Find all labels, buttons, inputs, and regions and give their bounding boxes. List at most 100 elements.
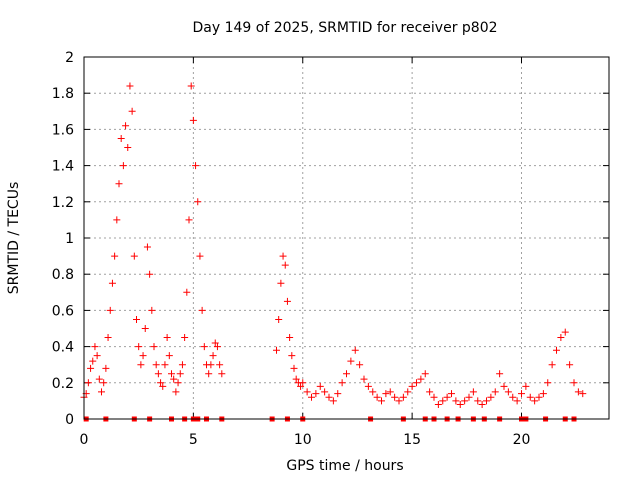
data-point	[111, 252, 119, 260]
y-axis-label: SRMTID / TECUs	[6, 182, 22, 295]
x-tick-label: 0	[80, 432, 89, 448]
data-point	[213, 343, 221, 351]
data-point	[168, 370, 175, 378]
data-point	[122, 122, 130, 130]
data-point	[141, 325, 149, 332]
data-point	[119, 162, 127, 170]
data-point	[152, 361, 160, 369]
data-point	[395, 397, 403, 405]
data-point	[570, 379, 578, 387]
data-point	[316, 382, 324, 390]
data-point	[553, 346, 560, 354]
data-point	[439, 397, 447, 405]
data-point	[209, 352, 217, 360]
y-tick-label: 1.8	[52, 86, 74, 102]
data-point	[133, 315, 140, 323]
data-point	[382, 390, 390, 398]
data-point	[283, 297, 291, 305]
y-tick-label: 1.6	[52, 122, 74, 138]
data-point	[106, 306, 114, 314]
data-point	[356, 361, 364, 369]
data-point	[408, 382, 416, 390]
data-point	[297, 382, 305, 390]
data-point	[130, 252, 138, 260]
data-point	[526, 393, 534, 401]
data-point	[513, 397, 521, 405]
data-point	[163, 334, 171, 342]
axis-ticks: 00.20.40.60.811.21.41.61.820 5 10 15 20	[52, 50, 609, 448]
y-tick-label: 1.4	[52, 159, 74, 175]
data-point	[279, 252, 287, 260]
data-point	[378, 397, 385, 405]
data-point	[84, 379, 92, 387]
data-point	[200, 343, 208, 351]
data-point	[87, 364, 95, 372]
data-point	[218, 370, 226, 378]
data-point	[117, 134, 125, 142]
data-point	[434, 401, 442, 409]
data-point	[500, 382, 508, 390]
data-point	[189, 116, 197, 124]
data-point	[211, 339, 219, 347]
data-point	[165, 352, 173, 360]
data-point	[539, 390, 547, 398]
data-point	[343, 370, 350, 378]
data-point	[456, 401, 464, 409]
data-point	[273, 346, 280, 354]
data-point	[509, 393, 517, 401]
x-tick-label: 5	[189, 432, 198, 448]
data-point	[100, 379, 108, 387]
data-point	[373, 393, 381, 401]
data-point	[157, 379, 165, 387]
data-point	[139, 352, 147, 360]
data-point	[474, 397, 482, 405]
data-point	[290, 364, 298, 372]
y-tick-label: 1.2	[52, 195, 74, 211]
data-point	[448, 390, 455, 398]
data-point	[102, 364, 110, 372]
data-point	[146, 270, 154, 278]
data-point	[126, 82, 134, 90]
data-point	[275, 315, 283, 323]
data-point	[187, 82, 195, 90]
data-point	[561, 328, 569, 336]
data-point	[325, 393, 333, 401]
data-point	[89, 357, 97, 365]
data-point	[417, 375, 425, 383]
y-tick-label: 0.4	[52, 340, 74, 356]
data-point	[181, 334, 189, 342]
data-point	[329, 397, 337, 405]
data-point	[334, 390, 342, 398]
data-point	[518, 390, 525, 398]
data-point	[216, 361, 224, 369]
data-point	[128, 107, 136, 115]
data-point	[93, 352, 101, 360]
grid	[84, 57, 609, 419]
data-point	[288, 352, 296, 360]
y-tick-label: 0	[65, 412, 74, 428]
data-point	[143, 243, 151, 251]
x-tick-label: 10	[294, 432, 312, 448]
data-point	[391, 393, 399, 401]
data-point	[148, 306, 156, 314]
data-point	[364, 382, 372, 390]
data-point	[192, 162, 200, 170]
data-point	[98, 388, 105, 396]
x-tick-label: 20	[513, 432, 531, 448]
data-point	[113, 216, 121, 224]
data-point	[312, 390, 320, 398]
x-axis-label: GPS time / hours	[286, 458, 403, 474]
data-point	[183, 288, 191, 296]
data-point	[443, 393, 451, 401]
data-point	[421, 370, 429, 378]
y-tick-label: 0.2	[52, 376, 74, 392]
data-point	[399, 393, 407, 401]
y-tick-label: 0.8	[52, 267, 74, 283]
data-point	[137, 361, 145, 369]
x-tick-label: 15	[403, 432, 421, 448]
data-point	[413, 379, 420, 387]
data-point	[299, 379, 307, 387]
data-point	[504, 388, 512, 396]
data-point	[185, 216, 193, 224]
